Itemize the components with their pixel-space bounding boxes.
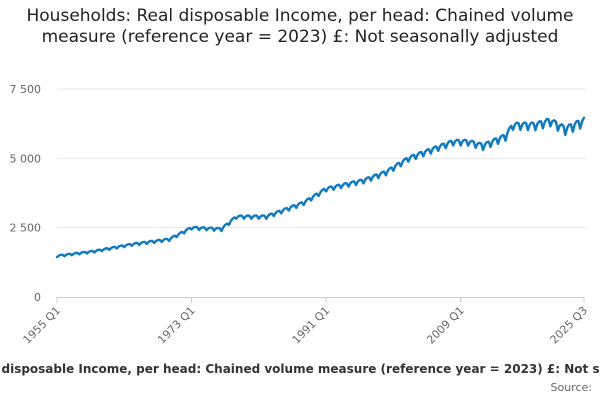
x-tick-label: 2009 Q1 bbox=[424, 304, 467, 347]
y-tick-label: 2 500 bbox=[10, 222, 42, 235]
x-tick-label: 1955 Q1 bbox=[21, 304, 64, 347]
x-axis bbox=[56, 297, 585, 303]
chart-title: Households: Real disposable Income, per … bbox=[26, 6, 574, 47]
gridlines bbox=[57, 88, 586, 229]
series-layer bbox=[55, 116, 586, 259]
source-note: Source: bbox=[550, 381, 593, 394]
y-tick-label: 7 500 bbox=[10, 83, 42, 96]
x-tick-label: 1991 Q1 bbox=[290, 304, 333, 347]
tick-labels: 0 2 500 5 000 7 500 1955 Q1 1973 Q1 1991 Q1 200… bbox=[10, 83, 591, 346]
legend-label: Households: Real disposable Income, per … bbox=[0, 362, 600, 376]
series-line bbox=[55, 116, 586, 259]
x-tick-label: 1973 Q1 bbox=[155, 304, 198, 347]
y-tick-label: 0 bbox=[34, 291, 41, 304]
legend[interactable]: Households: Real disposable Income, per … bbox=[0, 362, 600, 376]
y-tick-label: 5 000 bbox=[10, 152, 42, 165]
x-tick-label: 2025 Q3 bbox=[548, 304, 591, 347]
